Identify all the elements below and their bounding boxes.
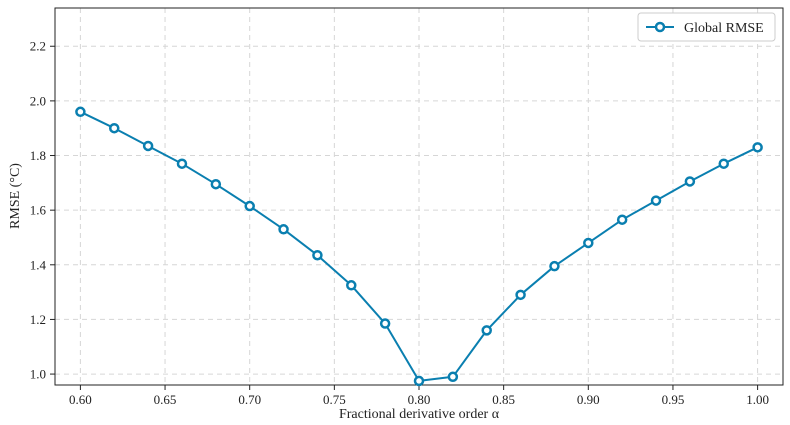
data-point	[176, 158, 188, 169]
data-point	[650, 195, 662, 206]
y-tick-label: 1.2	[30, 312, 46, 327]
series-layer	[75, 106, 763, 387]
data-point	[346, 280, 357, 291]
data-point	[752, 142, 763, 153]
data-point	[684, 176, 696, 187]
y-tick-label: 2.0	[30, 93, 46, 108]
y-axis-label: RMSE (°C)	[8, 163, 23, 229]
y-tick-label: 1.4	[30, 257, 47, 272]
y-tick-label: 1.8	[30, 148, 46, 163]
data-point	[583, 237, 594, 249]
x-tick-label: 0.85	[492, 392, 515, 407]
data-point	[616, 214, 628, 225]
data-point	[379, 318, 391, 329]
x-tick-label: 0.95	[662, 392, 685, 407]
x-tick-label: 0.75	[323, 392, 346, 407]
x-tick-label: 0.70	[238, 392, 261, 407]
x-tick-label: 0.60	[69, 392, 92, 407]
x-tick-label: 0.80	[408, 392, 431, 407]
data-point	[481, 325, 492, 336]
data-point	[312, 249, 323, 261]
legend: Global RMSE	[637, 12, 776, 42]
data-point	[413, 375, 425, 387]
x-tick-label: 0.65	[154, 392, 177, 407]
legend-circle-marker	[654, 21, 666, 33]
data-point	[109, 122, 120, 134]
data-point	[142, 140, 154, 152]
data-point	[278, 224, 289, 235]
data-point	[549, 260, 560, 272]
data-point	[244, 200, 255, 212]
legend-label-global-rmse: Global RMSE	[684, 21, 764, 36]
grid-lines	[55, 8, 783, 385]
y-tick-label: 1.0	[30, 367, 46, 382]
y-tick-label: 1.6	[30, 203, 47, 218]
data-point	[75, 106, 86, 118]
legend-box	[637, 12, 776, 42]
data-point	[447, 371, 459, 383]
x-axis-label: Fractional derivative order α	[339, 407, 500, 422]
x-tick-label: 0.90	[577, 392, 600, 407]
axis-ticks: 0.60 0.65 0.70 0.75 0.80 0.85 0.90 0.95 1.00 1.0 1…	[30, 39, 769, 407]
data-point	[515, 289, 526, 301]
x-tick-label: 1.00	[746, 392, 769, 407]
y-tick-label: 2.2	[30, 39, 46, 54]
data-point	[718, 158, 729, 169]
data-point	[210, 178, 222, 190]
